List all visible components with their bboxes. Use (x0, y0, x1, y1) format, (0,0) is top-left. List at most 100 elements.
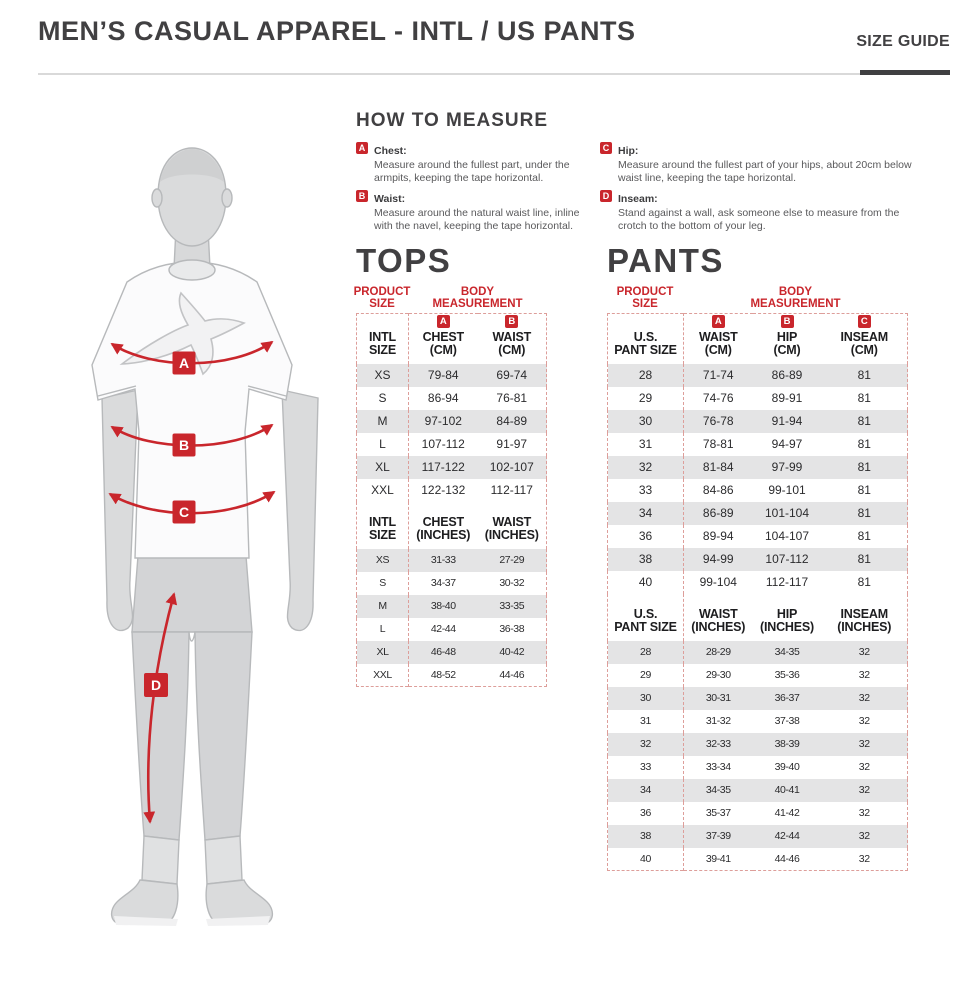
table-cell: 33-35 (477, 594, 547, 618)
table-cell: 76-78 (683, 409, 753, 433)
table-cell: 81 (857, 483, 871, 497)
table-cell: 36-38 (499, 623, 525, 635)
table-cell: 101-104 (752, 501, 822, 525)
table-cell: M (356, 594, 409, 618)
table-cell: XL (356, 455, 409, 479)
table-cell: 38 (607, 824, 684, 848)
measure-description: Measure around the fullest part of your … (618, 159, 912, 184)
table-cell: 30-32 (499, 577, 525, 589)
table-cell: 84-89 (477, 409, 547, 433)
table-cell: L (356, 617, 409, 641)
measure-description: Measure around the fullest part, under t… (374, 159, 570, 184)
column-header: INSEAM (INCHES) (821, 593, 908, 641)
table-cell: 32 (858, 807, 870, 819)
table-cell: 36 (607, 801, 684, 825)
table-row: M 97-102 84-89 (356, 409, 547, 433)
table-cell: 81 (821, 455, 908, 479)
table-cell: 69-74 (477, 363, 547, 387)
table-row: 29 29-30 35-36 32 (607, 663, 908, 687)
table-cell: 46-48 (408, 640, 478, 664)
table-cell: 122-132 (421, 483, 466, 497)
table-cell: 86-94 (427, 391, 459, 405)
table-cell: 94-99 (683, 547, 753, 571)
measure-item-inseam: D Inseam: Stand against a wall, ask some… (600, 189, 915, 233)
measure-item-chest: A Chest: Measure around the fullest part… (356, 141, 586, 185)
pants-column-group-labels: PRODUCT SIZE BODY MEASUREMENT (607, 286, 908, 310)
table-cell: 30-31 (683, 686, 753, 710)
body-measurement-label: BODY MEASUREMENT (750, 286, 841, 310)
table-row: 31 31-32 37-38 32 (607, 709, 908, 733)
table-cell: 38 (607, 547, 684, 571)
table-cell: 97-102 (408, 409, 478, 433)
badge-a-icon: A (436, 314, 450, 328)
tops-cm-header-row: INTL SIZE A CHEST (CM) B WAIST (CM) (356, 313, 547, 364)
table-cell: 30 (607, 686, 684, 710)
table-cell: 107-112 (752, 547, 822, 571)
table-cell: 31-32 (705, 715, 731, 727)
table-cell: 38-40 (408, 594, 478, 618)
measurement-figure: A B C D (52, 132, 360, 972)
table-cell: S (356, 571, 409, 595)
product-size-label: PRODUCT SIZE (353, 286, 411, 310)
table-cell: 36 (607, 524, 684, 548)
column-header: CHEST (INCHES) (408, 501, 478, 549)
table-row: 38 37-39 42-44 32 (607, 824, 908, 848)
table-cell: 86-89 (683, 501, 753, 525)
table-cell: 81 (821, 409, 908, 433)
tops-cm-body: XS 79-84 69-74 S 86-94 76-81 M 97-102 84-89 L 107-… (356, 363, 547, 502)
table-row: XS 79-84 69-74 (356, 363, 547, 387)
measure-description: Measure around the natural waist line, i… (374, 207, 580, 232)
body-silhouette (91, 147, 319, 926)
table-cell: 39-40 (774, 761, 800, 773)
table-row: 32 32-33 38-39 32 (607, 732, 908, 756)
table-row: S 34-37 30-32 (356, 571, 547, 595)
table-cell: 32 (821, 640, 908, 664)
table-cell: 28-29 (683, 640, 753, 664)
table-row: 28 71-74 86-89 81 (607, 363, 908, 387)
page-title: MEN’S CASUAL APPAREL - INTL / US PANTS (38, 16, 636, 46)
badge-a-icon: A (711, 314, 725, 328)
table-row: 33 33-34 39-40 32 (607, 755, 908, 779)
size-guide-tab[interactable]: SIZE GUIDE (856, 33, 950, 50)
badge-c-icon: C (857, 314, 871, 328)
table-cell: 74-76 (702, 391, 734, 405)
pants-size-table: U.S. PANT SIZE A WAIST (CM) B HIP (CM) C IN… (607, 313, 908, 871)
table-cell: 79-84 (408, 363, 478, 387)
table-row: XL 46-48 40-42 (356, 640, 547, 664)
table-cell: 104-107 (764, 529, 810, 543)
table-cell: 32 (858, 761, 870, 773)
table-cell: 33-34 (705, 761, 731, 773)
measure-item-hip: C Hip: Measure around the fullest part o… (600, 141, 915, 185)
table-cell: S (356, 386, 409, 410)
table-row: 32 81-84 97-99 81 (607, 455, 908, 479)
table-cell: 34-35 (683, 778, 753, 802)
measure-label: Hip: (618, 145, 639, 157)
table-cell: 112-117 (490, 483, 533, 497)
table-row: L 107-112 91-97 (356, 432, 547, 456)
table-row: 34 34-35 40-41 32 (607, 778, 908, 802)
how-to-measure-section: HOW TO MEASURE A Chest: Measure around t… (356, 110, 921, 233)
table-row: XXL 48-52 44-46 (356, 663, 547, 687)
table-cell: 32 (821, 686, 908, 710)
table-row: XL 117-122 102-107 (356, 455, 547, 479)
table-cell: 37-38 (774, 715, 800, 727)
table-cell: 32 (607, 732, 684, 756)
table-cell: 42-44 (430, 623, 456, 635)
table-cell: 89-94 (702, 529, 734, 543)
table-cell: 91-94 (752, 409, 822, 433)
badge-c-icon: C (600, 142, 612, 154)
body-measurement-label: BODY MEASUREMENT (432, 286, 523, 310)
table-cell: 34-37 (430, 577, 456, 589)
table-cell: 117-122 (408, 455, 478, 479)
column-header: A WAIST (CM) (683, 313, 753, 364)
pants-cm-header-row: U.S. PANT SIZE A WAIST (CM) B HIP (CM) C IN… (607, 313, 908, 364)
table-cell: 99-101 (768, 483, 806, 497)
table-row: 29 74-76 89-91 81 (607, 386, 908, 410)
figure-badge-b: B (179, 437, 189, 453)
table-cell: 81 (857, 529, 871, 543)
table-cell: L (356, 432, 409, 456)
table-cell: 81 (857, 575, 871, 589)
table-cell: 29 (607, 386, 684, 410)
table-cell: 30 (607, 409, 684, 433)
tops-column-group-labels: PRODUCT SIZE BODY MEASUREMENT (353, 286, 547, 310)
